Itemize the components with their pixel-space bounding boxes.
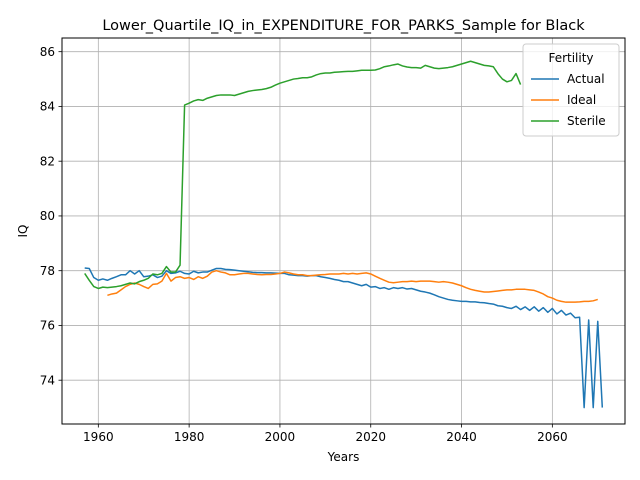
chart-title: Lower_Quartile_IQ_in_EXPENDITURE_FOR_PAR… (102, 18, 585, 34)
x-tick-label: 1960 (83, 430, 114, 444)
series-line-actual (84, 267, 604, 409)
y-axis-label: IQ (16, 225, 30, 238)
legend-box (522, 43, 620, 137)
y-tick-label: 82 (40, 154, 55, 168)
y-tick-label: 74 (40, 373, 55, 387)
y-axis-ticks: 74 76 78 80 82 84 86 (40, 45, 62, 387)
x-tick-label: 2000 (265, 430, 296, 444)
x-tick-label: 1980 (174, 430, 205, 444)
x-axis-label: Years (327, 450, 360, 464)
legend: Fertility Actual Ideal Sterile (522, 43, 620, 137)
y-tick-label: 80 (40, 209, 55, 223)
x-axis-ticks: 1960 1980 2000 2020 2040 2060 (83, 424, 568, 444)
series-line-ideal (107, 269, 598, 303)
legend-label-sterile: Sterile (567, 114, 606, 128)
x-tick-label: 2020 (355, 430, 386, 444)
x-tick-label: 2060 (537, 430, 568, 444)
series-line-sterile (84, 60, 522, 290)
x-tick-label: 2040 (446, 430, 477, 444)
y-tick-label: 78 (40, 264, 55, 278)
y-tick-label: 84 (40, 100, 55, 114)
legend-title: Fertility (548, 51, 593, 65)
plot-area-frame (61, 37, 626, 425)
series-layer (84, 60, 604, 409)
legend-label-ideal: Ideal (567, 93, 596, 107)
legend-label-actual: Actual (567, 72, 605, 86)
y-tick-label: 76 (40, 319, 55, 333)
y-tick-label: 86 (40, 45, 55, 59)
